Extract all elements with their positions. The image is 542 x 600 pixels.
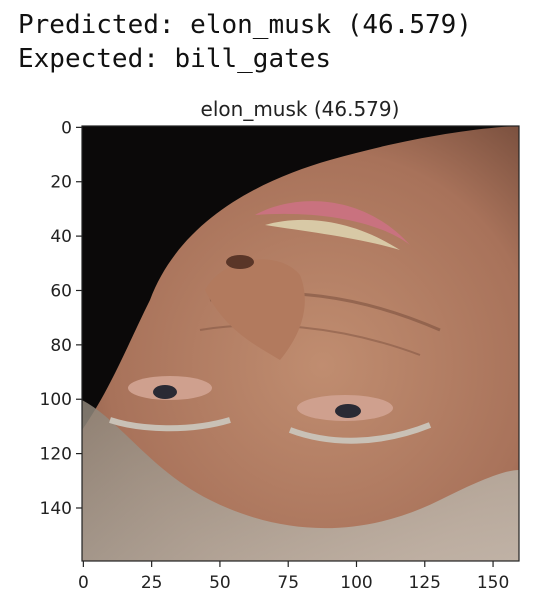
y-tick-label: 120 [40,445,72,465]
y-axis: 0 20 40 60 80 100 120 140 [40,118,82,519]
left-eyebrow [109,417,231,432]
y-tick-label: 20 [50,173,72,193]
nose [205,259,305,360]
nostril [226,255,254,269]
expected-output-line: Expected: bill_gates [18,44,332,74]
y-tick-label: 140 [40,499,72,519]
mouth-teeth [265,219,400,250]
x-tick-label: 100 [340,573,372,593]
left-eye-iris [153,385,177,399]
x-tick-label: 25 [141,573,163,593]
x-tick-label: 150 [477,573,509,593]
right-eyebrow [288,422,432,444]
x-tick-label: 125 [409,573,441,593]
x-axis: 0 25 50 75 100 125 150 [78,561,509,593]
right-eye-iris [335,404,361,418]
x-tick-label: 0 [78,573,89,593]
x-tick-label: 75 [277,573,299,593]
plot-title: elon_musk (46.579) [201,97,400,121]
axes-frame [81,125,520,562]
y-tick-label: 40 [50,227,72,247]
x-tick-label: 50 [209,573,231,593]
face-hair [82,400,519,561]
face-image [82,126,519,561]
y-tick-label: 100 [40,390,72,410]
wrinkle-line [199,324,421,356]
y-tick-label: 80 [50,336,72,356]
face-skin [82,126,519,561]
y-tick-label: 0 [61,118,72,138]
predicted-output-line: Predicted: elon_musk (46.579) [18,10,472,40]
y-tick-label: 60 [50,281,72,301]
mouth-lips [255,201,410,245]
